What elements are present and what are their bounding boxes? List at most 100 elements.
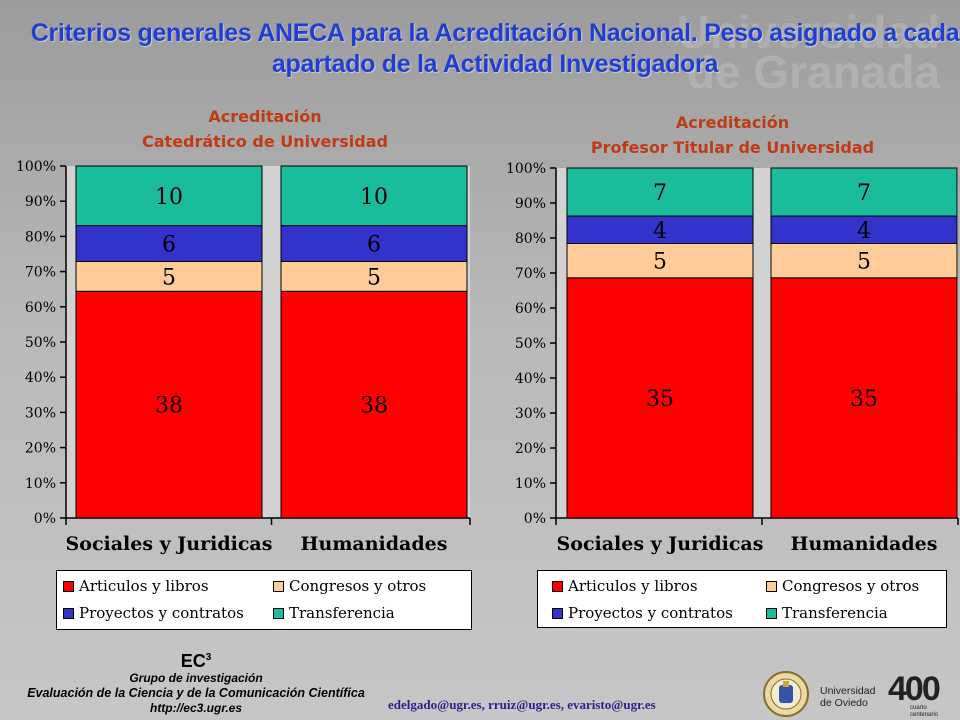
chart1-title-line1: Acreditación xyxy=(208,107,322,126)
ec3-logo: EC3 xyxy=(6,648,386,671)
chart2-data-label: 5 xyxy=(857,250,871,275)
chart1-legend: Articulos y libros Congresos y otros Pro… xyxy=(56,570,472,630)
chart1-bar-proyectos xyxy=(280,225,468,262)
chart2-title-line2: Profesor Titular de Universidad xyxy=(590,138,875,157)
chart2-y-tick-label: 20% xyxy=(515,441,546,457)
ec3-logo-text: EC xyxy=(180,651,206,671)
chart2-bar-congresos xyxy=(770,242,958,279)
chart1-y-tick-label: 0% xyxy=(34,511,56,527)
chart2-title: Acreditación Profesor Titular de Univers… xyxy=(560,110,905,160)
chart2-category-label: Humanidades xyxy=(791,533,938,555)
legend2-label-proyectos: Proyectos y contratos xyxy=(568,604,733,622)
chart1-category-label: Sociales y Juridicas xyxy=(66,533,273,555)
slide-title: Criterios generales ANECA para la Acredi… xyxy=(30,19,960,78)
legend2-swatch-proyectos xyxy=(552,608,563,619)
legend2-swatch-congresos xyxy=(766,581,777,592)
chart1-data-label: 6 xyxy=(162,233,176,258)
chart2-y-tick-label: 100% xyxy=(506,161,546,177)
chart1-y-tick-label: 10% xyxy=(25,476,56,492)
chart2-y-tick-label: 70% xyxy=(515,266,546,282)
chart2-data-label: 5 xyxy=(653,250,667,275)
chart1-category-label: Humanidades xyxy=(301,533,448,555)
chart1-y-tick-label: 100% xyxy=(16,159,56,175)
anniversary-subtitle: cuarto centenario xyxy=(910,705,938,719)
chart2-data-label: 35 xyxy=(850,387,878,412)
chart1-y-tick-label: 50% xyxy=(25,335,56,351)
chart1-y-tick-label: 40% xyxy=(25,370,56,386)
chart1-data-label: 38 xyxy=(360,394,388,419)
anniversary-sub2: centenario xyxy=(910,712,939,718)
legend1-swatch-transferencia xyxy=(273,608,284,619)
legend1-swatch-congresos xyxy=(273,581,284,592)
chart1-y-tick-label: 20% xyxy=(25,441,56,457)
chart2-bar-transferencia xyxy=(566,167,754,217)
chart2-category-label: Sociales y Juridicas xyxy=(557,533,764,555)
ec3-logo-sup: 3 xyxy=(205,652,212,663)
chart1-data-label: 10 xyxy=(360,185,388,210)
chart1-y-tick-label: 90% xyxy=(25,194,56,210)
chart1-bar-transferencia xyxy=(75,165,263,227)
chart1-data-label: 6 xyxy=(367,233,381,258)
chart2-y-tick-label: 40% xyxy=(515,371,546,387)
chart2-bar-articulos xyxy=(770,277,958,519)
chart2-y-tick-label: 80% xyxy=(515,231,546,247)
chart1-bar-transferencia xyxy=(280,165,468,227)
chart1-data-label: 38 xyxy=(155,394,183,419)
chart1-data-label: 5 xyxy=(367,265,381,290)
legend1-swatch-articulos xyxy=(63,581,74,592)
chart2-bar-articulos xyxy=(566,277,754,519)
chart2-title-line1: Acreditación xyxy=(675,113,790,132)
chart2-y-tick-label: 60% xyxy=(515,301,546,317)
chart2-bar-transferencia xyxy=(770,167,958,217)
legend1-swatch-proyectos xyxy=(63,608,74,619)
ec3-logo-block: EC3 Grupo de investigación Evaluación de… xyxy=(6,648,386,716)
chart1-title-line2: Catedrático de Universidad xyxy=(142,132,388,151)
legend2-label-articulos: Articulos y libros xyxy=(568,577,698,595)
chart1-bar-articulos xyxy=(75,290,263,519)
chart2-y-tick-label: 90% xyxy=(515,196,546,212)
legend2-swatch-transferencia xyxy=(766,608,777,619)
evaluation-label: Evaluación de la Ciencia y de la Comunic… xyxy=(27,686,365,700)
group-url-link[interactable]: http://ec3.ugr.es xyxy=(149,701,243,715)
background-watermark: Universidad de Granada xyxy=(676,6,940,98)
chart1-bar-congresos xyxy=(280,260,468,292)
chart2-y-tick-label: 30% xyxy=(515,406,546,422)
chart1-bar-proyectos xyxy=(75,225,263,262)
legend1-label-proyectos: Proyectos y contratos xyxy=(79,604,244,622)
university-seal-icon xyxy=(763,671,809,717)
legend1-label-congresos: Congresos y otros xyxy=(289,577,427,595)
chart2-y-tick-label: 0% xyxy=(524,511,546,527)
legend2-label-transferencia: Transferencia xyxy=(782,604,888,622)
legend1-label-transferencia: Transferencia xyxy=(289,604,395,622)
chart2-legend: Articulos y libros Congresos y otros Pro… xyxy=(537,570,947,628)
chart2-data-label: 4 xyxy=(653,219,667,244)
legend2-swatch-articulos xyxy=(552,581,563,592)
chart1-bar-congresos xyxy=(75,260,263,292)
chart1-y-tick-label: 30% xyxy=(25,405,56,421)
chart1-data-label: 10 xyxy=(155,185,183,210)
chart1-title: Acreditación Catedrático de Universidad xyxy=(110,104,420,154)
chart1-bar-articulos xyxy=(280,290,468,519)
chart2-bar-proyectos xyxy=(770,215,958,244)
anniversary-logo: 400 xyxy=(888,670,941,708)
chart1-data-label: 5 xyxy=(162,265,176,290)
chart2-bar-proyectos xyxy=(566,215,754,244)
chart2-data-label: 7 xyxy=(857,181,871,206)
legend2-label-congresos: Congresos y otros xyxy=(782,577,920,595)
university-name: Universidad de Oviedo xyxy=(820,685,875,709)
chart2-data-label: 7 xyxy=(653,181,667,206)
chart1-y-tick-label: 80% xyxy=(25,229,56,245)
chart2-data-label: 4 xyxy=(857,219,871,244)
chart2-y-tick-label: 50% xyxy=(515,336,546,352)
legend1-label-articulos: Articulos y libros xyxy=(79,577,209,595)
university-name-line2: de Oviedo xyxy=(820,697,868,709)
chart1-y-tick-label: 70% xyxy=(25,265,56,281)
chart1-y-tick-label: 60% xyxy=(25,300,56,316)
chart2-y-tick-label: 10% xyxy=(515,476,546,492)
university-name-line1: Universidad xyxy=(820,685,876,697)
group-label: Grupo de investigación xyxy=(129,671,263,685)
contact-emails[interactable]: edelgado@ugr.es, rruiz@ugr.es, evaristo@… xyxy=(388,697,656,712)
chart2-data-label: 35 xyxy=(646,387,674,412)
anniversary-sub1: cuarto xyxy=(910,705,927,711)
